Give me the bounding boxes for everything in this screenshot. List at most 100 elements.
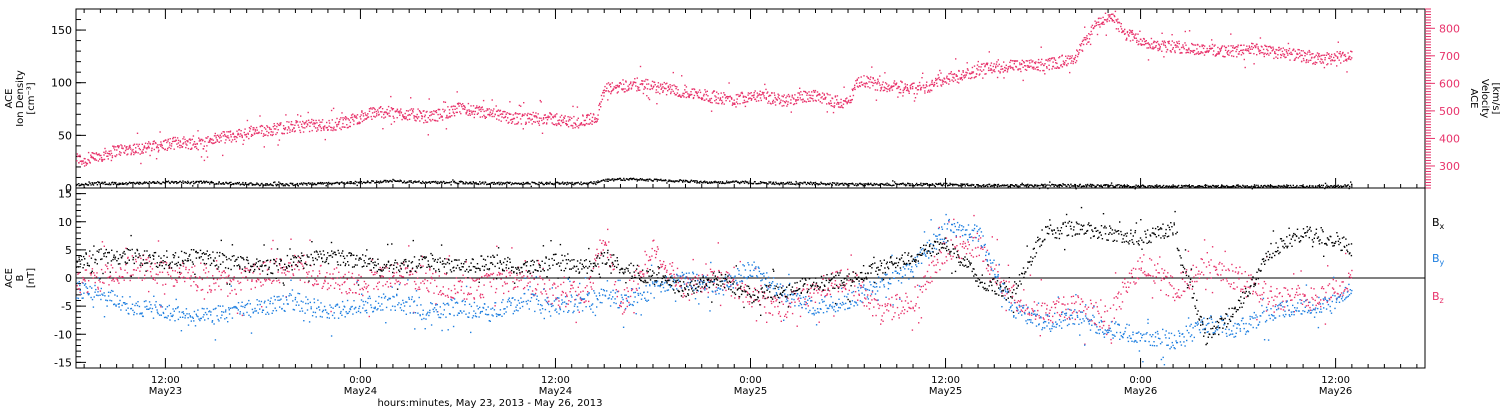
data-point: [602, 92, 603, 93]
data-point: [335, 182, 336, 183]
data-point: [1340, 56, 1341, 57]
data-point: [571, 118, 572, 119]
data-point: [763, 95, 764, 96]
data-point: [1106, 21, 1107, 22]
data-point: [891, 185, 892, 186]
data-point: [789, 182, 790, 183]
data-point: [194, 141, 195, 142]
data-point: [412, 111, 413, 112]
data-point: [92, 268, 93, 269]
data-point: [561, 115, 562, 116]
data-point: [251, 281, 252, 282]
data-point: [165, 284, 166, 285]
data-point: [1114, 16, 1115, 17]
data-point: [481, 276, 482, 277]
data-point: [277, 144, 278, 145]
data-point: [288, 128, 289, 129]
data-point: [1201, 52, 1202, 53]
data-point: [1117, 184, 1118, 185]
data-point: [171, 143, 172, 144]
data-point: [318, 120, 319, 121]
data-point: [430, 183, 431, 184]
data-point: [1235, 51, 1236, 52]
data-point: [556, 113, 557, 114]
data-point: [213, 140, 214, 141]
data-point: [1341, 55, 1342, 56]
data-point: [914, 93, 915, 94]
data-point: [1206, 51, 1207, 52]
data-point: [167, 272, 168, 273]
data-point: [490, 112, 491, 113]
data-point: [406, 283, 407, 284]
data-point: [774, 92, 775, 93]
data-point: [718, 181, 719, 182]
data-point: [134, 269, 135, 270]
data-point: [1005, 70, 1006, 71]
data-point: [603, 249, 604, 250]
data-point: [552, 284, 553, 285]
data-point: [370, 182, 371, 183]
data-point: [162, 272, 163, 273]
data-point: [877, 82, 878, 83]
data-point: [87, 163, 88, 164]
data-point: [646, 84, 647, 85]
data-point: [804, 101, 805, 102]
data-point: [977, 64, 978, 65]
data-point: [196, 181, 197, 182]
data-point: [603, 95, 604, 96]
data-point: [408, 245, 409, 246]
data-point: [555, 123, 556, 124]
data-point: [131, 150, 132, 151]
data-point: [1324, 55, 1325, 56]
data-point: [657, 180, 658, 181]
data-point: [684, 181, 685, 182]
data-point: [497, 274, 498, 275]
data-point: [513, 114, 514, 115]
data-point: [1008, 66, 1009, 67]
data-point: [834, 183, 835, 184]
data-point: [353, 120, 354, 121]
data-point: [968, 78, 969, 79]
data-point: [772, 103, 773, 104]
data-point: [431, 111, 432, 112]
data-point: [322, 182, 323, 183]
data-point: [529, 118, 530, 119]
data-point: [676, 180, 677, 181]
data-point: [414, 116, 415, 117]
data-point: [255, 130, 256, 131]
data-point: [910, 87, 911, 88]
data-point: [773, 100, 774, 101]
data-point: [1116, 20, 1117, 21]
data-point: [590, 122, 591, 123]
data-point: [1282, 53, 1283, 54]
data-point: [351, 181, 352, 182]
data-point: [759, 183, 760, 184]
data-point: [1044, 73, 1045, 74]
data-point: [149, 147, 150, 148]
data-point: [572, 125, 573, 126]
data-point: [183, 266, 184, 267]
data-point: [809, 101, 810, 102]
data-point: [1088, 41, 1089, 42]
data-point: [1238, 45, 1239, 46]
data-point: [661, 89, 662, 90]
data-point: [533, 121, 534, 122]
data-point: [269, 128, 270, 129]
data-point: [581, 184, 582, 185]
data-point: [130, 154, 131, 155]
data-point: [380, 267, 381, 268]
data-point: [799, 92, 800, 93]
data-point: [1091, 26, 1092, 27]
data-point: [506, 120, 507, 121]
data-point: [274, 128, 275, 129]
data-point: [157, 283, 158, 284]
data-point: [510, 114, 511, 115]
data-point: [671, 180, 672, 181]
data-point: [923, 85, 924, 86]
data-point: [719, 100, 720, 101]
data-point: [397, 281, 398, 282]
data-point: [753, 97, 754, 98]
data-point: [500, 110, 501, 111]
data-point: [388, 113, 389, 114]
